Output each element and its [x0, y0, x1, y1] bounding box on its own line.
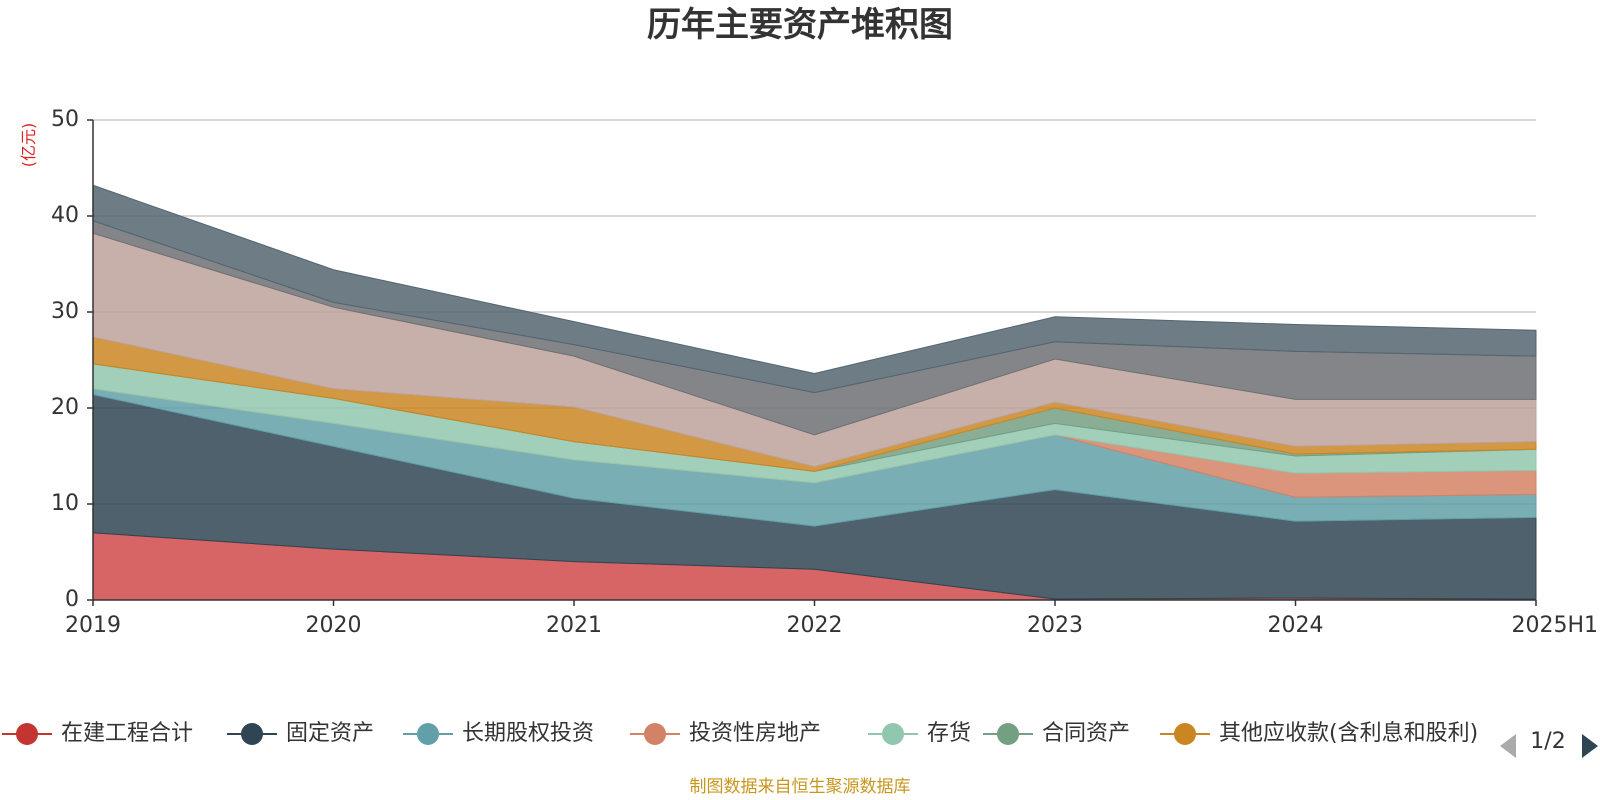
legend-item[interactable]: 存货 — [868, 721, 971, 746]
y-tick-label: 50 — [51, 107, 79, 132]
area-series-9 — [92, 184, 1537, 394]
x-tick-label: 2024 — [1268, 613, 1324, 638]
x-tick-label: 2020 — [306, 613, 362, 638]
legend-marker — [997, 723, 1019, 745]
legend-marker — [417, 723, 439, 745]
y-tick-label: 0 — [65, 587, 79, 612]
legend-label: 在建工程合计 — [61, 721, 193, 746]
stacked-areas — [92, 184, 1537, 601]
x-tick-label: 2025H1 — [1511, 613, 1598, 638]
legend-label: 投资性房地产 — [689, 721, 821, 746]
axes: 2019 2020 2021 2022 2023 2024 2025H1 — [65, 119, 1598, 638]
legend-marker — [1174, 723, 1196, 745]
legend-item[interactable]: 合同资产 — [983, 721, 1130, 746]
y-tick-label: 40 — [51, 203, 79, 228]
legend-page-indicator: 1/2 — [1530, 729, 1565, 754]
x-tick-label: 2022 — [787, 613, 843, 638]
legend-item[interactable]: 其他应收款(含利息和股利) — [1160, 721, 1478, 746]
legend-item[interactable]: 固定资产 — [227, 721, 374, 746]
legend-next-icon[interactable] — [1582, 734, 1598, 758]
y-tick-label: 20 — [51, 395, 79, 420]
legend-item[interactable]: 投资性房地产 — [630, 721, 821, 746]
legend-label: 其他应收款(含利息和股利) — [1219, 721, 1478, 746]
legend-item[interactable]: 长期股权投资 — [403, 721, 594, 746]
x-tick-label: 2023 — [1027, 613, 1083, 638]
legend-marker — [241, 723, 263, 745]
legend-item[interactable]: 在建工程合计 — [2, 721, 193, 746]
legend-label: 存货 — [927, 721, 971, 746]
legend: 在建工程合计 固定资产 长期股权投资 投资性房地产 存货 合同资产 其他应收款(含利息和股利… — [2, 721, 1478, 746]
legend-marker — [882, 723, 904, 745]
y-tick-label: 30 — [51, 299, 79, 324]
legend-marker — [644, 723, 666, 745]
legend-label: 长期股权投资 — [462, 721, 594, 746]
legend-label: 合同资产 — [1042, 721, 1130, 746]
x-tick-label: 2019 — [65, 613, 121, 638]
y-axis-unit: (亿元) — [19, 123, 38, 168]
chart-title: 历年主要资产堆积图 — [647, 5, 953, 45]
x-tick-label: 2021 — [546, 613, 602, 638]
legend-pager: 1/2 — [1500, 729, 1598, 758]
legend-label: 固定资产 — [286, 721, 374, 746]
legend-marker — [16, 723, 38, 745]
y-tick-label: 10 — [51, 491, 79, 516]
legend-prev-icon[interactable] — [1500, 734, 1516, 758]
data-source-note: 制图数据来自恒生聚源数据库 — [690, 777, 911, 797]
